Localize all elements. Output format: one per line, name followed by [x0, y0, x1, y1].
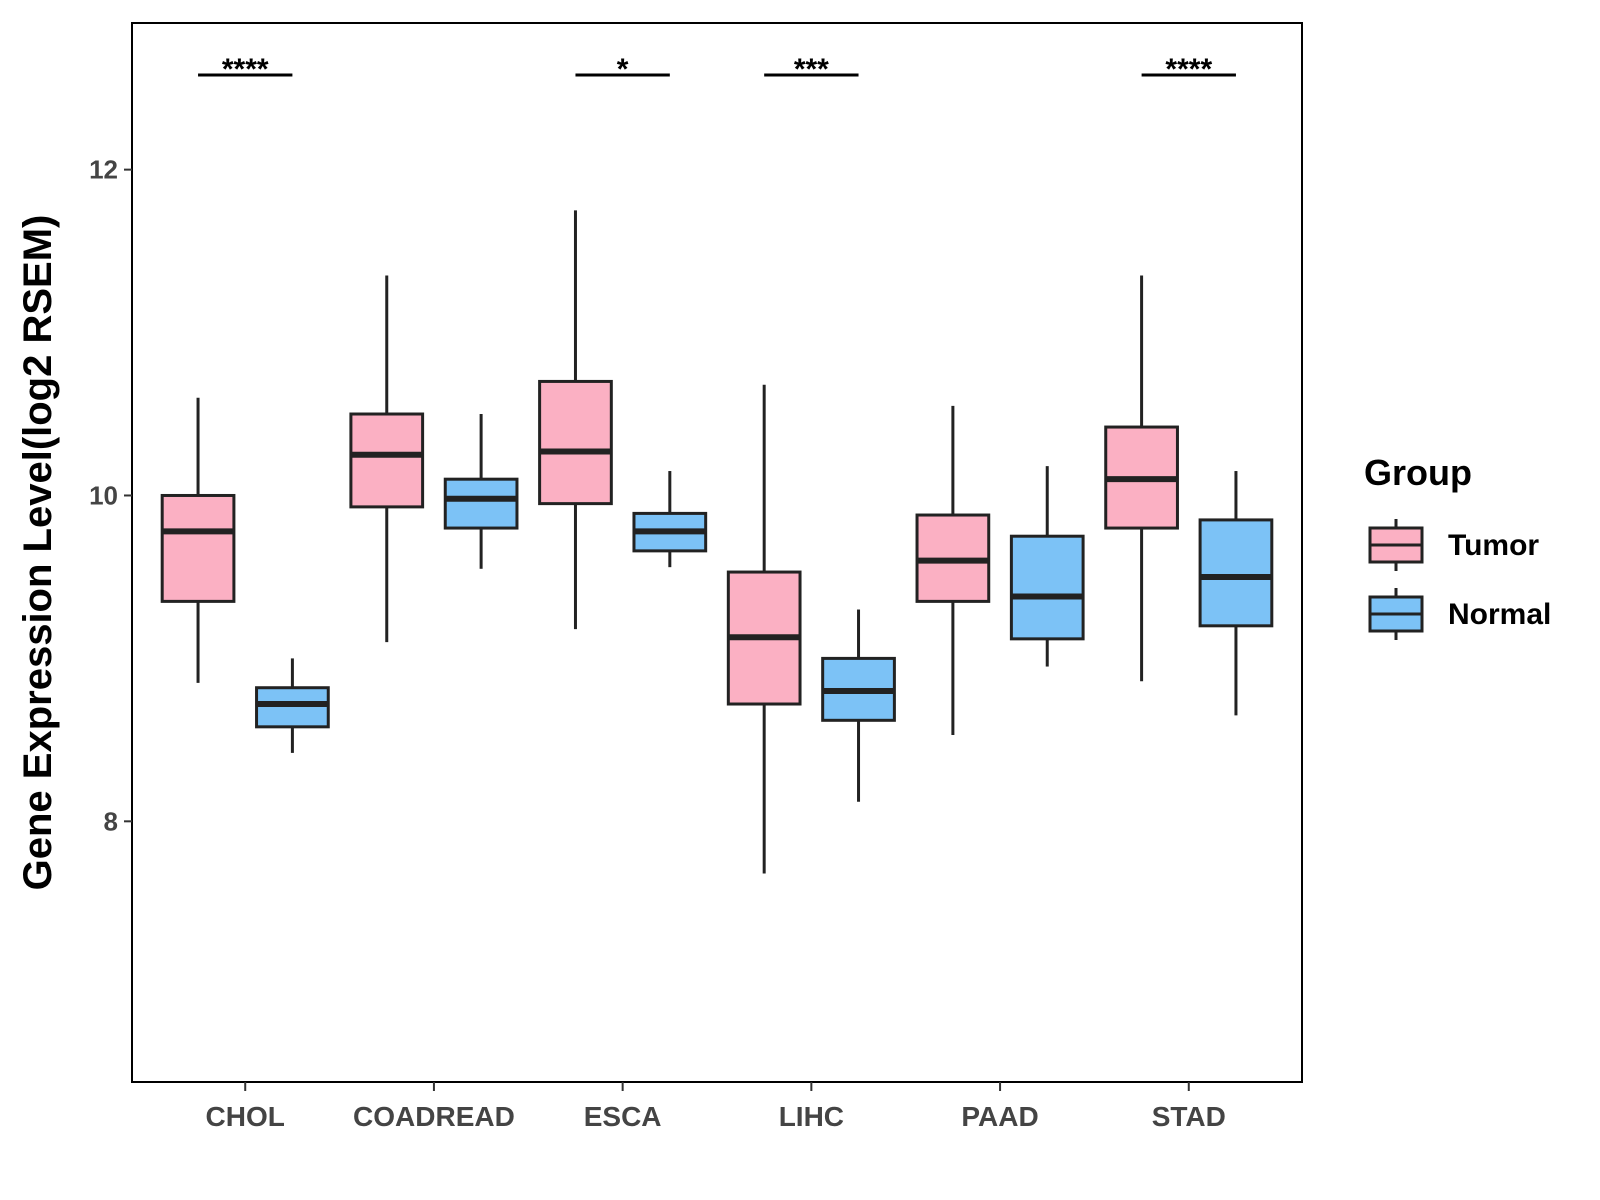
boxplot-normal-esca: [632, 471, 708, 568]
iqr-box: [255, 686, 330, 729]
boxplot-tumor-chol: [160, 397, 236, 683]
legend: Group Tumor Normal: [1364, 452, 1551, 640]
significance-esca: *: [575, 53, 670, 86]
boxplot-tumor-paad: [915, 405, 991, 735]
significance-label: ****: [1165, 53, 1212, 86]
plot-panel-border: [131, 22, 1303, 1083]
significance-label: ****: [222, 53, 269, 86]
boxplot-tumor-stad: [1104, 275, 1179, 682]
significance-label: ***: [794, 53, 829, 86]
boxplot-normal-coadread: [443, 414, 519, 569]
iqr-box: [1009, 534, 1085, 641]
iqr-box: [1198, 518, 1274, 628]
y-tick-label: 12: [89, 155, 118, 185]
iqr-box: [443, 477, 519, 530]
x-tick-label: COADREAD: [353, 1101, 515, 1132]
x-tick-label: CHOL: [206, 1101, 285, 1132]
boxplot-tumor-esca: [538, 210, 613, 630]
boxplot-tumor-lihc: [726, 384, 802, 874]
iqr-box: [538, 379, 613, 506]
legend-label-normal: Normal: [1448, 598, 1551, 631]
boxplot-normal-paad: [1009, 466, 1085, 667]
boxplot-normal-stad: [1198, 471, 1274, 716]
boxplot-tumor-coadread: [349, 275, 425, 643]
significance-stad: ****: [1141, 53, 1236, 86]
boxplot-normal-lihc: [821, 609, 896, 802]
significance-lihc: ***: [764, 53, 859, 86]
boxplot-normal-chol: [255, 658, 330, 753]
x-tick-label: STAD: [1152, 1101, 1226, 1132]
significance-chol: ****: [198, 53, 293, 86]
x-tick-label: LIHC: [779, 1101, 844, 1132]
legend-label-tumor: Tumor: [1448, 529, 1539, 562]
significance-label: *: [617, 53, 629, 86]
legend-key-tumor: [1368, 519, 1424, 571]
legend-title: Group: [1364, 452, 1472, 493]
x-tick-label: PAAD: [961, 1101, 1038, 1132]
y-tick-label: 10: [89, 480, 118, 510]
iqr-box: [160, 493, 236, 603]
x-tick-label: ESCA: [584, 1101, 662, 1132]
legend-key-normal: [1368, 588, 1424, 640]
y-tick-label: 8: [104, 806, 118, 836]
y-axis-title: Gene Expression Level(log2 RSEM): [16, 215, 60, 891]
iqr-box: [349, 412, 425, 509]
